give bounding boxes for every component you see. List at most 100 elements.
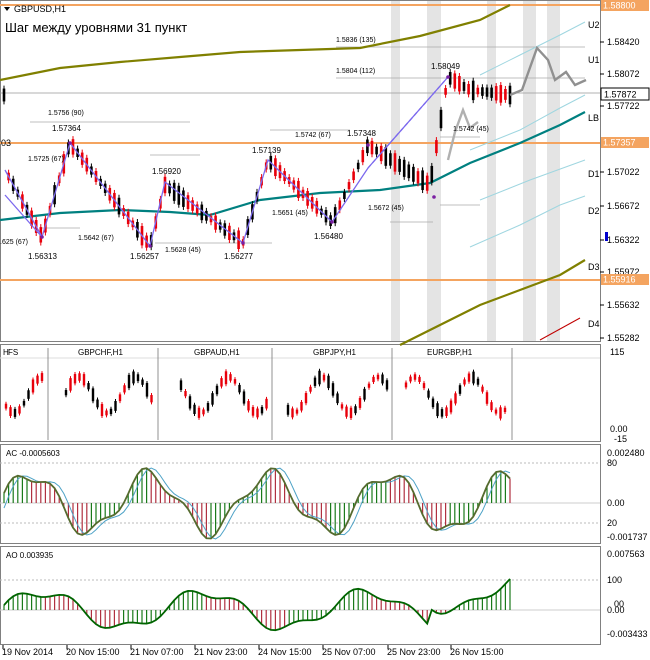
candle-body	[435, 140, 438, 154]
time-tick-label: 21 Nov 07:00	[130, 647, 184, 657]
ao-line	[3, 578, 511, 632]
zigzag-price-label: 1.56313	[28, 252, 57, 261]
sub-candle-body	[354, 406, 357, 414]
sub-tick-label: 0.00	[610, 424, 628, 434]
sub-candle-body	[422, 383, 426, 389]
envelope-lower	[399, 259, 586, 346]
sub-candle-body	[345, 406, 348, 417]
ac-tick-label: -0.001737	[607, 532, 648, 542]
sub-candle-body	[445, 407, 448, 417]
sub-candle-body	[431, 398, 435, 408]
time-tick-label: 24 Nov 15:00	[258, 647, 312, 657]
zigzag-price-label: 1.57139	[252, 146, 281, 155]
sub-candle-body	[427, 390, 430, 398]
pivot-marker	[446, 75, 450, 79]
candle-body	[2, 88, 6, 102]
candle-body	[200, 204, 204, 221]
candle-body	[352, 171, 355, 181]
ac-main-line	[3, 467, 511, 540]
highlight-band	[487, 1, 496, 341]
sub-candle-body	[4, 403, 8, 409]
candle-body	[458, 75, 461, 92]
sub-candle-body	[9, 407, 12, 416]
sub-candle-body	[27, 390, 30, 399]
ao-tick-label: -0.003433	[607, 629, 648, 639]
candle-body	[499, 85, 503, 103]
current-price-box	[600, 87, 650, 101]
zigzag-price-label: 1.56277	[224, 252, 253, 261]
sub-candle-body	[503, 407, 507, 413]
level-annotation: 1.5742 (45)	[453, 126, 489, 133]
candle-body	[209, 216, 213, 223]
candle-body	[407, 164, 411, 179]
candle-body	[384, 147, 388, 166]
ao-overlap-tick: 00	[614, 599, 624, 609]
dropdown-triangle-icon[interactable]	[4, 7, 10, 11]
projection-secondary	[446, 106, 479, 161]
sub-candle-body	[184, 390, 187, 397]
sub-candle-body	[64, 390, 68, 396]
sub-candle-body	[309, 386, 312, 392]
sub-candle-body	[481, 386, 484, 392]
candle-body	[412, 166, 415, 182]
sub-candle-body	[40, 373, 44, 381]
candle-body	[347, 182, 351, 190]
candle-body	[343, 191, 346, 200]
correlation-panel: FS GBPCHF,H1 GBPAUD,H1 GBPJPY,H1 EURGBP,H1 H 1…	[0, 347, 628, 444]
time-tick-label: 21 Nov 23:00	[194, 647, 248, 657]
price-tick-label: 1.58420	[607, 37, 640, 47]
candle-body	[214, 215, 217, 230]
sub-candle-body	[494, 409, 498, 414]
projection-lines	[446, 45, 587, 161]
sub-candle-body	[367, 383, 371, 388]
sub-candle-body	[31, 379, 35, 393]
sub-candle-body	[242, 391, 246, 404]
sub-candle-body	[224, 371, 228, 385]
level-d3: D3	[588, 262, 600, 272]
sub-symbol-label: EURGBP,H1	[427, 348, 473, 357]
sub-candle-body	[13, 408, 17, 417]
current-price-label: 1.57872	[604, 90, 637, 100]
sub-candle-body	[436, 403, 439, 417]
time-tick-label: 19 Nov 2014	[2, 647, 53, 657]
sub-candle-body	[476, 378, 480, 385]
candle-body	[333, 207, 337, 224]
ac-signal-line	[3, 467, 511, 540]
time-tick-label: 20 Nov 15:00	[66, 647, 120, 657]
sub-candle-body	[409, 376, 412, 382]
sub-candle-body	[467, 373, 471, 382]
price-tick-label: 1.57722	[607, 101, 640, 111]
sub-candle-body	[105, 410, 108, 416]
sub-candle-body	[193, 404, 196, 414]
sub-candle-body	[238, 384, 241, 393]
sub-candle-body	[472, 371, 475, 384]
level-mid-label: 1.57357	[603, 138, 636, 148]
ac-tick-label: 80	[607, 458, 617, 468]
zigzag-price-label: 1.57348	[347, 129, 376, 138]
candle-body	[504, 89, 507, 100]
sub-candle-body	[127, 374, 131, 389]
ac-tick-label: 0.002480	[607, 448, 645, 458]
sub-candle-body	[91, 388, 95, 402]
candle-body	[444, 88, 447, 95]
level-annotation: 1.5628 (45)	[165, 247, 201, 254]
envelope-lines	[0, 4, 586, 346]
sub-candle-body	[449, 400, 453, 413]
sub-candle-body	[100, 404, 104, 417]
sub-candle-body	[260, 406, 264, 414]
candle-body	[448, 72, 452, 85]
candle-body	[389, 153, 392, 166]
sub-candle-body	[211, 393, 214, 405]
sub-candle-body	[229, 374, 232, 381]
candle-body	[163, 176, 167, 194]
sub-candle-body	[295, 409, 299, 414]
zigzag-left	[4, 194, 43, 238]
candle-body	[191, 200, 194, 211]
sub-candle-body	[69, 378, 72, 391]
ao-tick-label: 100	[607, 575, 622, 585]
candle-body	[393, 153, 397, 172]
time-tick-label: 25 Nov 07:00	[322, 647, 376, 657]
zigzag-price-label: 1.58049	[431, 62, 460, 71]
sub-candle-body	[132, 371, 135, 384]
highlight-band	[427, 1, 441, 341]
